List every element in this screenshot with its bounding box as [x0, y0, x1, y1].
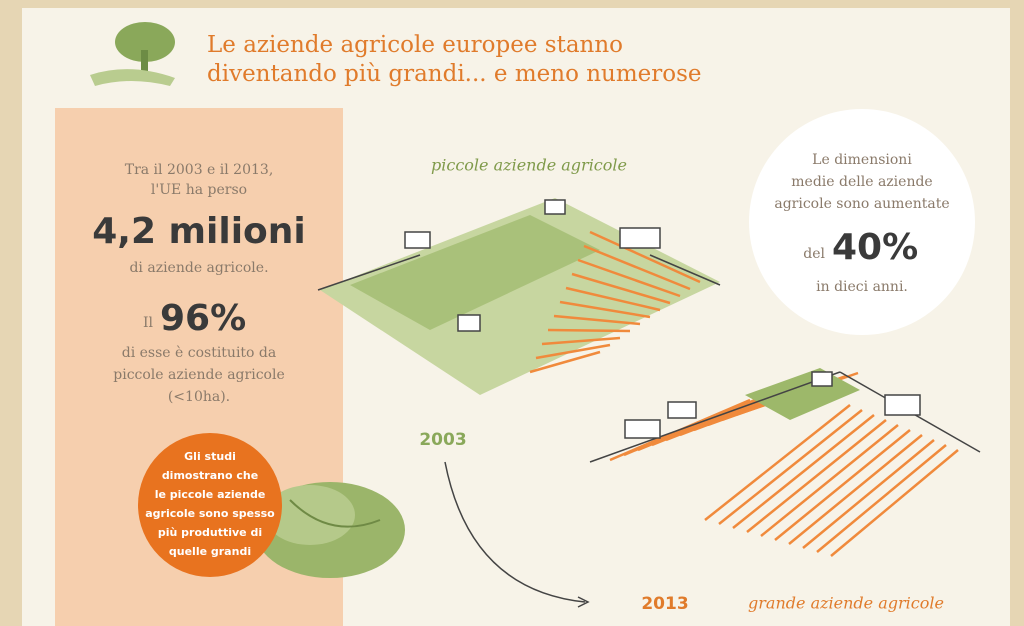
info-circle	[749, 109, 975, 335]
circle-text: in dieci anni.	[816, 279, 908, 295]
circle-text: medie delle aziende	[791, 174, 932, 190]
pct-prefix: Il	[143, 315, 154, 331]
circle-text: Le dimensioni	[812, 152, 912, 168]
title: Le aziende agricole europee stanno	[207, 32, 623, 58]
stripe	[548, 330, 630, 331]
title: diventando più grandi... e meno numerose	[207, 61, 702, 87]
intro: l'UE ha perso	[151, 182, 247, 198]
year-2003: 2003	[419, 430, 466, 450]
infographic: Le aziende agricole europee stanno diven…	[0, 0, 1024, 626]
pct: 96%	[160, 298, 246, 339]
badge-text: Gli studi	[184, 450, 236, 463]
badge-text: dimostrano che	[162, 469, 258, 482]
badge-text: le piccole aziende	[155, 488, 266, 501]
badge-text: quelle grandi	[169, 545, 251, 558]
circle-number: 40%	[832, 227, 918, 268]
pct-text: (<10ha).	[168, 389, 230, 405]
year-2013: 2013	[641, 594, 688, 614]
intro: di aziende agricole.	[129, 260, 268, 276]
label-small: piccole aziende agricole	[431, 156, 627, 175]
label-large: grande aziende agricole	[748, 594, 944, 613]
pct-text: piccole aziende agricole	[113, 367, 284, 383]
intro: Tra il 2003 e il 2013,	[125, 162, 274, 178]
badge-text: agricole sono spesso	[145, 507, 275, 520]
page: {"title": ["Le aziende agricole europee …	[0, 0, 1024, 626]
pct-text: di esse è costituito da	[122, 345, 277, 361]
circle-text: agricole sono aumentate	[774, 196, 949, 212]
circle-prefix: del	[803, 246, 825, 262]
badge-text: più produttive di	[158, 526, 262, 539]
big-number: 4,2 milioni	[92, 211, 306, 252]
